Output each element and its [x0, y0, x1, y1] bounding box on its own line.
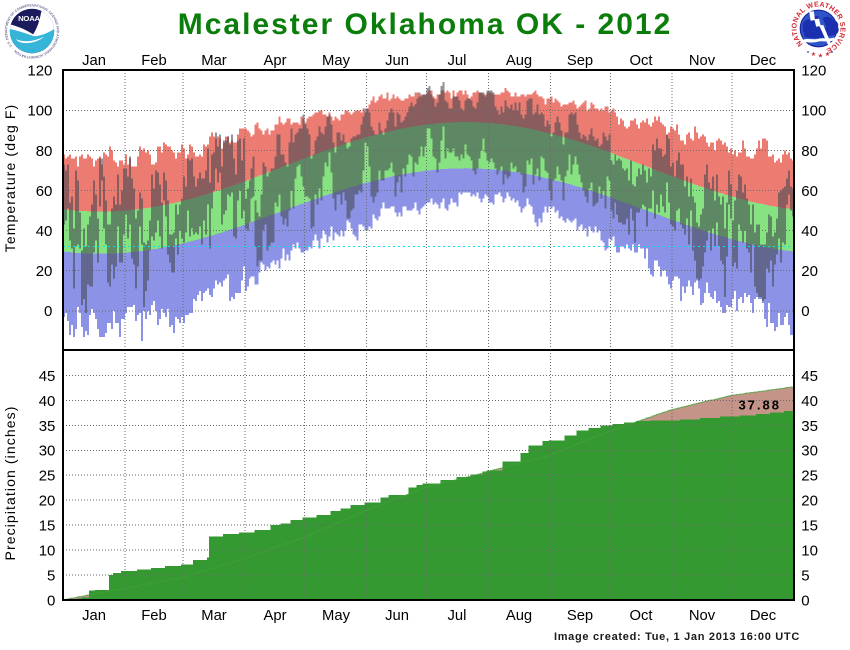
svg-text:100: 100 — [27, 103, 52, 120]
svg-text:Jul: Jul — [448, 608, 467, 624]
svg-text:25: 25 — [39, 468, 56, 485]
svg-text:20: 20 — [36, 263, 53, 280]
svg-text:0: 0 — [801, 303, 809, 320]
svg-text:30: 30 — [39, 443, 56, 460]
svg-text:Jan: Jan — [82, 608, 106, 624]
svg-text:Sep: Sep — [567, 53, 593, 69]
svg-text:★: ★ — [818, 52, 823, 59]
svg-text:40: 40 — [801, 223, 818, 240]
svg-text:120: 120 — [801, 63, 826, 80]
svg-text:Jun: Jun — [385, 53, 409, 69]
svg-text:Dec: Dec — [750, 53, 777, 69]
svg-text:Sep: Sep — [567, 608, 593, 624]
svg-text:Feb: Feb — [141, 53, 167, 69]
svg-text:May: May — [322, 608, 351, 624]
svg-text:37.88: 37.88 — [738, 398, 781, 413]
svg-text:20: 20 — [801, 493, 818, 510]
svg-text:35: 35 — [39, 418, 56, 435]
svg-text:15: 15 — [801, 518, 818, 535]
svg-text:80: 80 — [801, 143, 818, 160]
svg-text:Nov: Nov — [689, 53, 716, 69]
svg-text:120: 120 — [27, 63, 52, 80]
svg-text:45: 45 — [39, 368, 56, 385]
svg-text:40: 40 — [801, 393, 818, 410]
svg-text:Jun: Jun — [385, 608, 409, 624]
svg-text:May: May — [322, 53, 351, 69]
svg-text:35: 35 — [801, 418, 818, 435]
svg-text:60: 60 — [36, 183, 53, 200]
svg-text:45: 45 — [801, 368, 818, 385]
svg-text:15: 15 — [39, 518, 56, 535]
svg-text:Aug: Aug — [506, 53, 532, 69]
svg-text:★: ★ — [811, 51, 816, 58]
svg-text:10: 10 — [801, 543, 818, 560]
svg-text:Feb: Feb — [141, 608, 167, 624]
svg-text:40: 40 — [36, 223, 53, 240]
svg-text:Image created: Tue, 1 Jan 2013: Image created: Tue, 1 Jan 2013 16:00 UTC — [554, 631, 800, 643]
svg-text:Temperature (deg F): Temperature (deg F) — [2, 104, 18, 253]
svg-text:0: 0 — [47, 592, 55, 609]
svg-text:Mcalester Oklahoma OK - 2012: Mcalester Oklahoma OK - 2012 — [178, 8, 673, 41]
svg-text:0: 0 — [44, 303, 52, 320]
svg-text:40: 40 — [39, 393, 56, 410]
svg-text:Mar: Mar — [201, 608, 227, 624]
svg-text:Oct: Oct — [629, 53, 652, 69]
svg-text:Aug: Aug — [506, 608, 532, 624]
svg-text:Jul: Jul — [448, 53, 467, 69]
svg-text:Apr: Apr — [263, 53, 286, 69]
svg-text:5: 5 — [47, 567, 55, 584]
svg-text:25: 25 — [801, 468, 818, 485]
svg-text:80: 80 — [36, 143, 53, 160]
svg-text:Precipitation (inches): Precipitation (inches) — [2, 406, 18, 561]
svg-text:Oct: Oct — [629, 608, 652, 624]
svg-text:Dec: Dec — [750, 608, 777, 624]
svg-text:60: 60 — [801, 183, 818, 200]
svg-text:0: 0 — [801, 592, 809, 609]
svg-text:Apr: Apr — [263, 608, 286, 624]
svg-text:5: 5 — [801, 567, 809, 584]
svg-text:100: 100 — [801, 103, 826, 120]
svg-text:20: 20 — [801, 263, 818, 280]
svg-text:Nov: Nov — [689, 608, 716, 624]
svg-text:★: ★ — [825, 51, 830, 58]
svg-text:30: 30 — [801, 443, 818, 460]
svg-text:NOAA: NOAA — [18, 14, 40, 23]
svg-text:10: 10 — [39, 543, 56, 560]
svg-text:Mar: Mar — [201, 53, 227, 69]
svg-text:Jan: Jan — [82, 53, 106, 69]
svg-text:20: 20 — [39, 493, 56, 510]
